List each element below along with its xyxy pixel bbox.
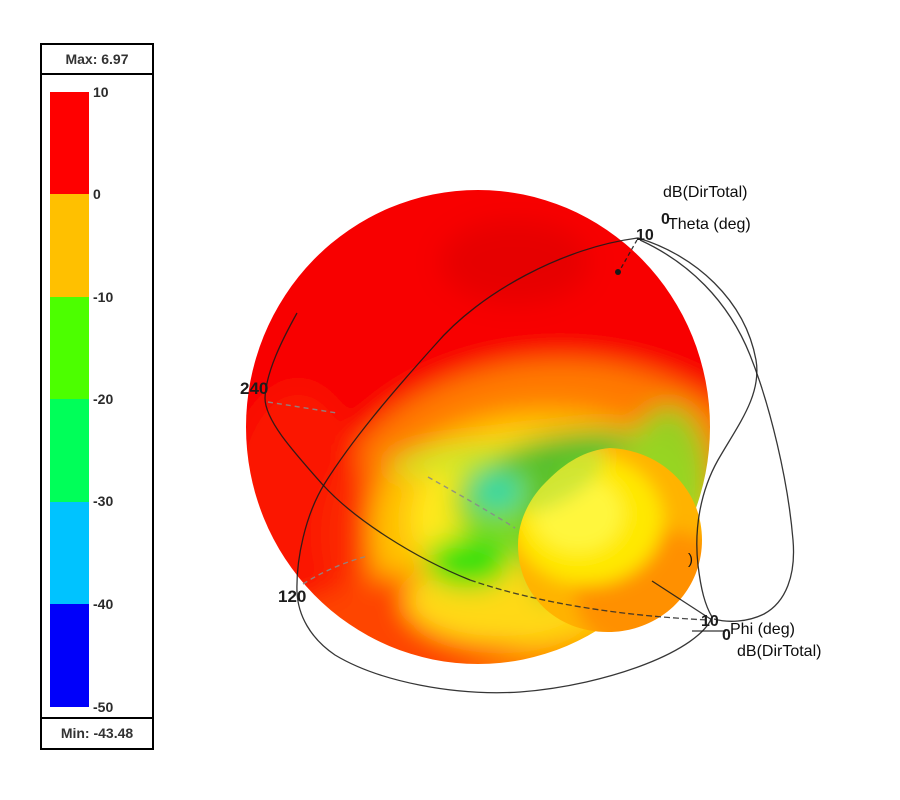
colorbar-band-cyan <box>50 502 89 604</box>
hidden-line-dimple <box>427 476 516 529</box>
meridian-circle-tail <box>469 579 709 621</box>
colorbar-tick--50: -50 <box>93 699 114 715</box>
legend-min-value: Min: -43.48 <box>42 717 152 748</box>
angle-label-120: 120 <box>278 587 306 606</box>
legend-max-value: Max: 6.97 <box>42 45 152 75</box>
colorbar <box>50 92 89 707</box>
phi-axis-tick <box>651 580 713 621</box>
colorbar-band-blue <box>50 604 89 707</box>
hidden-line-120 <box>302 555 369 585</box>
phi-axis-quantity-label: dB(DirTotal) <box>737 643 821 660</box>
colorbar-tick--30: -30 <box>93 493 114 509</box>
occluded-label-fragment: ) <box>688 551 693 568</box>
color-scale-legend: Max: 6.97 10 0 -10 -20 -30 -40 -50 Min: … <box>40 43 154 750</box>
colorbar-tick--40: -40 <box>93 596 114 612</box>
colorbar-tick-0: 0 <box>93 186 101 202</box>
colorbar-tick--10: -10 <box>93 289 114 305</box>
colorbar-tick-10: 10 <box>93 84 109 100</box>
hidden-line-240 <box>267 401 338 414</box>
angle-label-240: 240 <box>240 379 268 398</box>
colorbar-band-amber <box>50 194 89 297</box>
theta-great-circle <box>296 237 758 694</box>
colorbar-tick--20: -20 <box>93 391 114 407</box>
theta-radial-tick-10: 10 <box>636 227 654 244</box>
phi-radial-tick-0: 0 <box>722 627 731 644</box>
meridian-circle-front <box>264 312 471 581</box>
theta-axis-tick <box>619 239 638 271</box>
colorbar-band-spring <box>50 399 89 502</box>
colorbar-band-red <box>50 92 89 194</box>
theta-radial-tick-0: 0 <box>661 211 670 228</box>
colorbar-band-green <box>50 297 89 399</box>
theta-axis-tick-dot <box>615 269 621 275</box>
phi-axis-name: Phi (deg) <box>730 621 795 638</box>
theta-axis-name: Theta (deg) <box>668 216 751 233</box>
theta-axis-quantity-label: dB(DirTotal) <box>663 184 747 201</box>
main-lobe-surface <box>246 190 710 664</box>
phi-radial-tick-10: 10 <box>701 613 719 630</box>
phi-great-circle-outer <box>639 239 795 622</box>
